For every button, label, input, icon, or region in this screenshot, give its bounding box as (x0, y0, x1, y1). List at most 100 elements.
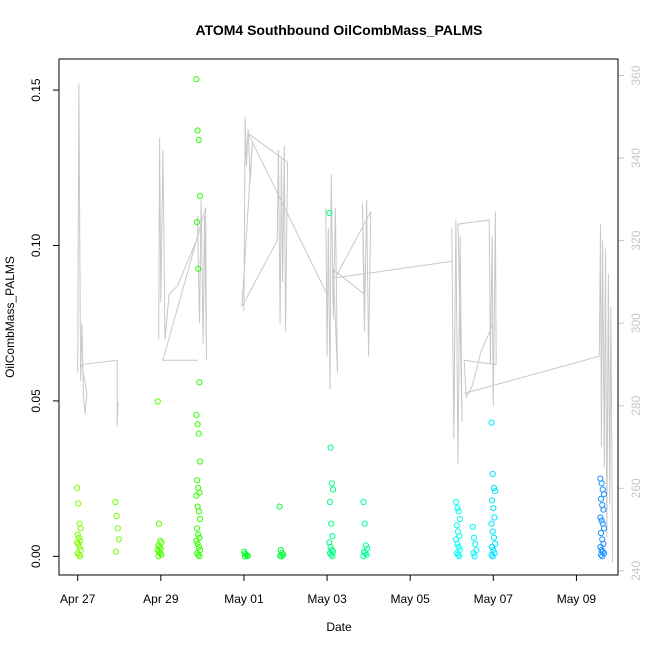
data-point-8-8 (454, 540, 461, 548)
data-point-9-4 (470, 550, 477, 557)
data-point-3-19 (195, 531, 202, 538)
x-tick-label-1: Apr 29 (143, 592, 179, 606)
x-tick-label-2: May 01 (224, 592, 264, 606)
data-point-0-9 (76, 543, 83, 551)
data-point-8-9 (455, 543, 462, 551)
data-point-10-13 (491, 550, 498, 557)
data-point-10-8 (489, 528, 496, 535)
secondary-line-segment-5 (464, 224, 614, 563)
data-point-8-2 (455, 508, 462, 515)
data-point-1-3 (115, 536, 123, 543)
data-point-10-5 (490, 505, 497, 512)
data-point-7-7 (360, 553, 367, 560)
data-point-2-1 (155, 520, 163, 527)
data-point-6-2 (328, 480, 335, 487)
data-point-8-1 (454, 505, 461, 512)
data-point-4-4 (241, 553, 248, 560)
data-point-3-22 (194, 540, 201, 548)
data-point-11-11 (597, 529, 605, 537)
data-point-3-2 (195, 136, 202, 143)
data-point-3-11 (193, 477, 201, 484)
data-point-9-5 (471, 553, 478, 560)
data-point-0-4 (74, 531, 81, 538)
data-point-11-18 (597, 551, 605, 558)
data-point-10-3 (492, 488, 499, 495)
data-point-3-26 (195, 551, 202, 558)
y-tick-label-3: 0.15 (29, 78, 43, 102)
data-point-10-15 (489, 553, 496, 560)
x-tick-label-0: Apr 27 (60, 592, 96, 606)
y2-tick-label-3: 300 (629, 313, 643, 333)
y2-tick-label-2: 280 (629, 395, 643, 415)
data-point-10-7 (488, 520, 495, 527)
data-point-11-7 (597, 514, 604, 521)
data-point-0-3 (77, 525, 84, 532)
data-point-6-13 (329, 553, 336, 560)
data-point-1-4 (112, 548, 120, 555)
data-point-11-19 (599, 553, 606, 560)
data-point-5-3 (280, 551, 287, 558)
x-tick-label-6: May 09 (557, 592, 597, 606)
data-point-6-5 (328, 520, 335, 527)
data-point-8-0 (453, 498, 460, 506)
data-point-9-2 (472, 540, 479, 548)
data-point-3-1 (194, 127, 201, 134)
data-point-2-9 (157, 550, 164, 557)
plot-box (58, 58, 619, 576)
y2-tick-label-4: 320 (629, 230, 643, 250)
data-point-11-1 (598, 480, 605, 487)
chart-title: ATOM4 Southbound OilCombMass_PALMS (196, 22, 483, 38)
data-point-10-11 (489, 543, 496, 551)
data-point-3-0 (193, 76, 200, 83)
data-point-2-6 (157, 545, 164, 552)
data-point-6-6 (329, 533, 336, 540)
data-point-10-4 (489, 497, 496, 504)
data-point-3-14 (193, 492, 200, 499)
data-point-3-5 (195, 265, 202, 272)
data-point-11-17 (600, 550, 608, 557)
data-point-3-7 (193, 411, 200, 418)
data-point-7-0 (360, 498, 367, 506)
data-point-6-8 (327, 543, 334, 551)
data-point-7-5 (362, 550, 369, 557)
data-point-9-0 (469, 523, 476, 530)
axes: Apr 27 Apr 29 May 01 May 03 May 05 May 07 May … (29, 65, 643, 606)
data-point-10-0 (488, 419, 495, 426)
y2-tick-label-1: 260 (629, 478, 643, 498)
data-point-10-10 (492, 540, 499, 548)
data-point-3-17 (196, 515, 204, 523)
data-point-6-3 (329, 486, 337, 493)
data-point-7-6 (363, 551, 370, 558)
data-point-7-2 (362, 542, 369, 549)
data-point-1-0 (112, 498, 119, 506)
data-point-8-13 (456, 553, 463, 560)
data-point-3-10 (196, 458, 204, 465)
secondary-line-layer (77, 83, 614, 563)
data-point-0-13 (77, 553, 84, 560)
data-point-3-16 (195, 508, 202, 515)
secondary-line-segment-3 (325, 174, 452, 390)
secondary-line-segment-1 (158, 137, 207, 361)
y2-tick-label-5: 340 (629, 148, 643, 168)
data-point-4-3 (244, 552, 251, 560)
data-point-3-21 (193, 537, 200, 544)
y-tick-label-2: 0.10 (29, 234, 43, 258)
data-point-3-18 (193, 525, 201, 532)
data-point-10-1 (489, 470, 496, 478)
data-point-8-3 (456, 515, 463, 523)
x-tick-label-4: May 05 (391, 592, 431, 606)
data-point-1-1 (113, 512, 120, 520)
data-point-11-3 (600, 491, 608, 498)
x-tick-label-3: May 03 (307, 592, 347, 606)
data-point-2-0 (154, 398, 161, 405)
data-point-11-16 (599, 548, 606, 555)
data-point-9-1 (470, 534, 478, 541)
y2-tick-label-0: 240 (629, 561, 643, 581)
data-point-3-20 (196, 534, 203, 541)
data-point-2-10 (158, 551, 165, 558)
data-point-1-2 (114, 525, 121, 532)
data-point-6-12 (328, 551, 335, 558)
data-point-0-12 (75, 551, 83, 558)
data-point-11-4 (597, 495, 605, 502)
